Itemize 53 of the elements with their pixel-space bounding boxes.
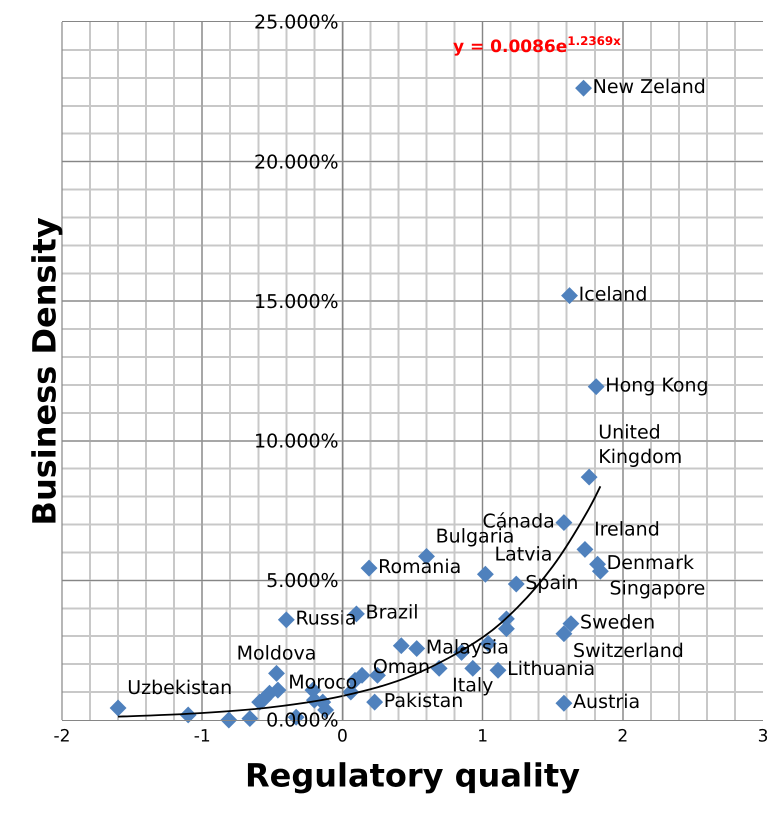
x-tick-label: -1	[194, 726, 211, 746]
data-label: Uzbekistan	[127, 677, 232, 700]
point	[366, 694, 384, 711]
data-label: Sweden	[580, 611, 656, 634]
annotation: y = 0.0086e$^{1.2369x}$	[453, 34, 622, 58]
point	[555, 514, 572, 532]
point	[555, 625, 572, 642]
point	[464, 660, 482, 677]
data-label: Denmark	[606, 552, 694, 574]
point	[476, 566, 494, 583]
point	[392, 637, 410, 654]
x-tick-label: 3	[758, 726, 768, 746]
x-tick-label: 2	[617, 726, 628, 746]
data-label: Oman	[372, 656, 430, 678]
data-label: Ireland	[594, 518, 660, 541]
y-axis-title: Business Density	[25, 217, 64, 526]
x-tick-label: -2	[54, 726, 70, 746]
y-tick-label: 15.000%	[254, 290, 339, 313]
x-axis-title: Regulatory quality	[244, 756, 580, 794]
data-label: Romania	[378, 556, 462, 578]
point	[110, 700, 127, 716]
point	[576, 540, 594, 558]
point	[588, 378, 605, 396]
data-label: Iceland	[578, 283, 648, 306]
point	[408, 640, 426, 657]
data-label: Brazil	[366, 602, 419, 624]
point	[575, 80, 592, 97]
y-tick-label: 5.000%	[266, 570, 339, 592]
data-label: Lithuania	[507, 658, 596, 680]
y-tick-label: 20.000%	[254, 151, 339, 174]
data-label: Hong Kong	[605, 374, 709, 396]
point	[562, 615, 580, 632]
x-tick-label: 0	[336, 726, 348, 746]
data-label: Moldova	[236, 642, 316, 664]
data-label: Russia	[295, 608, 357, 630]
data-label: United Kingdom	[598, 422, 682, 468]
data-label: Singapore	[609, 578, 706, 600]
point	[278, 611, 295, 628]
point	[220, 712, 238, 728]
data-label: New Zeland	[592, 76, 706, 98]
point	[360, 560, 378, 577]
point	[508, 576, 525, 592]
data-label: Austria	[573, 691, 640, 713]
point	[561, 287, 578, 304]
point	[555, 694, 572, 712]
data-label: Latvia	[494, 543, 552, 566]
x-tick-label: 1	[477, 726, 488, 746]
point	[490, 662, 506, 679]
y-tick-label: 25.000%	[254, 12, 339, 34]
point	[268, 664, 285, 682]
y-tick-label: 0.000%	[266, 710, 339, 732]
y-tick-label: 10.000%	[254, 430, 339, 452]
point	[580, 468, 598, 486]
